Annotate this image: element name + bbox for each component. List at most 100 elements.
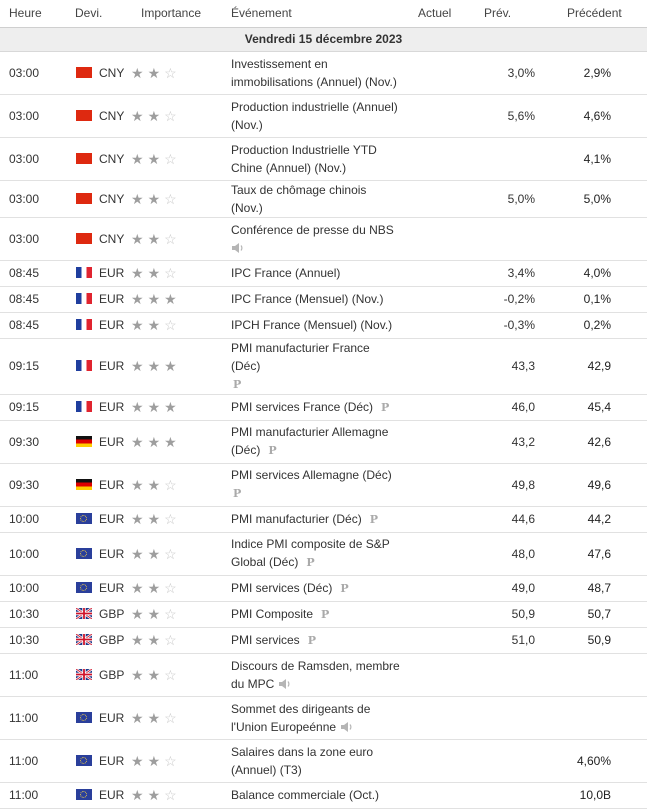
table-row[interactable]: 08:45 EUR ★ ★ ☆ IPC France (Annuel) 3,4% 4,0% <box>0 260 647 287</box>
star-filled-icon: ★ <box>147 709 161 726</box>
event-name[interactable]: IPCH France (Mensuel) (Nov.) <box>231 318 393 332</box>
column-header-actual[interactable]: Actuel <box>406 0 481 28</box>
event-cell[interactable]: Salaires dans la zone euro (Annuel) (T3) <box>221 739 406 783</box>
column-header-time[interactable]: Heure <box>0 0 65 28</box>
event-name[interactable]: Discours de Ramsden, membre du MPC <box>231 658 400 691</box>
table-row[interactable]: 11:00 EUR ★ ★ ☆ Balance commerciale (Oct.) 10,… <box>0 782 647 809</box>
event-name[interactable]: PMI manufacturier Allemagne (Déc) <box>231 425 389 457</box>
event-actual <box>406 696 481 740</box>
event-cell[interactable]: Discours de Ramsden, membre du MPC <box>221 653 406 697</box>
column-header-forecast[interactable]: Prév. <box>481 0 547 28</box>
event-cell[interactable]: Conférence de presse du NBS <box>221 217 406 261</box>
event-cell[interactable]: Production industrielle (Annuel) (Nov.) <box>221 94 406 138</box>
event-actual <box>406 420 481 464</box>
table-row[interactable]: 03:00 CNY ★ ★ ☆ Conférence de presse du NBS <box>0 217 647 261</box>
event-currency-cell: CNY <box>65 180 131 218</box>
event-cell[interactable]: Taux de chômage chinois (Nov.) <box>221 180 406 218</box>
event-name[interactable]: IPC France (Mensuel) (Nov.) <box>231 292 384 306</box>
event-cell[interactable]: PMI services France (Déc) P <box>221 394 406 421</box>
table-row[interactable]: 10:00 EUR ★ ★ ☆ PMI manufacturier (Déc) P 44,6 4… <box>0 506 647 533</box>
table-row[interactable]: 10:30 GBP ★ ★ ☆ PMI Composite P 50,9 50,7 <box>0 601 647 628</box>
event-actual <box>406 506 481 533</box>
table-row[interactable]: 09:30 EUR ★ ★ ★ PMI manufacturier Allemagne (… <box>0 420 647 464</box>
column-header-previous[interactable]: Précédent <box>547 0 647 28</box>
table-row[interactable]: 09:15 EUR ★ ★ ★ PMI manufacturier France (Déc… <box>0 338 647 395</box>
event-time: 11:00 <box>0 696 65 740</box>
event-name[interactable]: Taux de chômage chinois (Nov.) <box>231 182 367 215</box>
event-name[interactable]: PMI services France (Déc) <box>231 399 374 414</box>
event-cell[interactable]: IPC France (Annuel) <box>221 260 406 287</box>
column-header-row: Heure Devi. Importance Événement Actuel … <box>0 0 647 28</box>
currency-code: CNY <box>99 231 125 246</box>
preliminary-badge-icon: P <box>321 607 330 621</box>
table-row[interactable]: 11:00 GBP ★ ★ ☆ Discours de Ramsden, membre d… <box>0 653 647 697</box>
flag-eu-icon <box>76 547 92 559</box>
column-header-currency[interactable]: Devi. <box>65 0 131 28</box>
star-empty-icon: ☆ <box>164 230 177 247</box>
event-cell[interactable]: PMI Composite P <box>221 601 406 628</box>
event-cell[interactable]: PMI manufacturier Allemagne (Déc) P <box>221 420 406 464</box>
table-row[interactable]: 10:00 EUR ★ ★ ☆ PMI services (Déc) P 49,0 48,7 <box>0 575 647 602</box>
star-filled-icon: ★ <box>147 752 161 769</box>
event-name[interactable]: PMI manufacturier (Déc) <box>231 511 362 526</box>
event-currency-cell: EUR <box>65 286 131 313</box>
flag-eu-icon <box>76 513 92 524</box>
event-name[interactable]: Production Industrielle YTD Chine (Annue… <box>231 142 377 175</box>
event-cell[interactable]: Balance commerciale (Oct.) <box>221 782 406 809</box>
table-row[interactable]: 03:00 CNY ★ ★ ☆ Investissement en immobilisat… <box>0 51 647 95</box>
event-previous: 4,6% <box>547 94 647 138</box>
table-row[interactable]: 03:00 CNY ★ ★ ☆ Taux de chômage chinois (Nov.… <box>0 180 647 218</box>
event-name[interactable]: Sommet des dirigeants de l'Union Europeé… <box>231 701 371 734</box>
star-filled-icon: ★ <box>147 358 161 374</box>
event-currency-cell: CNY <box>65 51 131 95</box>
table-row[interactable]: 03:00 CNY ★ ★ ☆ Production industrielle (Annu… <box>0 94 647 138</box>
event-previous: 4,0% <box>547 260 647 287</box>
event-cell[interactable]: Sommet des dirigeants de l'Union Europeé… <box>221 696 406 740</box>
event-cell[interactable]: Production Industrielle YTD Chine (Annue… <box>221 137 406 181</box>
table-row[interactable]: 08:45 EUR ★ ★ ★ IPC France (Mensuel) (Nov.) -0… <box>0 286 647 313</box>
event-cell[interactable]: PMI services P <box>221 627 406 654</box>
star-filled-icon: ★ <box>131 230 144 247</box>
event-name[interactable]: IPC France (Annuel) <box>231 266 341 280</box>
event-cell[interactable]: Indice PMI composite de S&P Global (Déc)… <box>221 532 406 576</box>
table-row[interactable]: 10:00 EUR ★ ★ ☆ Indice PMI composite de S&P G… <box>0 532 647 576</box>
table-row[interactable]: 09:30 EUR ★ ★ ☆ PMI services Allemagne (Déc) P… <box>0 463 647 507</box>
flag-fr-icon <box>76 319 92 330</box>
event-name[interactable]: Salaires dans la zone euro (Annuel) (T3) <box>231 744 374 777</box>
table-row[interactable]: 03:00 CNY ★ ★ ☆ Production Industrielle YTD C… <box>0 137 647 181</box>
event-forecast <box>481 696 547 740</box>
event-name[interactable]: Conférence de presse du NBS <box>231 222 394 237</box>
event-currency-cell: EUR <box>65 260 131 287</box>
event-time: 11:00 <box>0 653 65 697</box>
event-cell[interactable]: PMI services (Déc) P <box>221 575 406 602</box>
table-row[interactable]: 10:30 GBP ★ ★ ☆ PMI services P 51,0 50,9 <box>0 627 647 654</box>
event-name[interactable]: Indice PMI composite de S&P Global (Déc) <box>231 537 390 569</box>
event-cell[interactable]: Investissement en immobilisations (Annue… <box>221 51 406 95</box>
event-previous: 44,2 <box>547 506 647 533</box>
event-cell[interactable]: PMI manufacturier (Déc) P <box>221 506 406 533</box>
event-name[interactable]: Production industrielle (Annuel) (Nov.) <box>231 99 398 132</box>
event-cell[interactable]: IPC France (Mensuel) (Nov.) <box>221 286 406 313</box>
event-name[interactable]: PMI manufacturier France (Déc) <box>231 340 370 373</box>
event-cell[interactable]: PMI services Allemagne (Déc) P <box>221 463 406 507</box>
table-row[interactable]: 09:15 EUR ★ ★ ★ PMI services France (Déc) P 46,… <box>0 394 647 421</box>
importance-rating: ★ ★ ☆ <box>131 94 221 138</box>
table-row[interactable]: 11:00 EUR ★ ★ ☆ Salaires dans la zone euro (A… <box>0 739 647 783</box>
event-cell[interactable]: PMI manufacturier France (Déc) P <box>221 338 406 395</box>
event-name[interactable]: Investissement en immobilisations (Annue… <box>231 56 397 89</box>
column-header-event[interactable]: Événement <box>221 0 406 28</box>
event-cell[interactable]: IPCH France (Mensuel) (Nov.) <box>221 312 406 339</box>
event-name[interactable]: Balance commerciale (Oct.) <box>231 788 380 802</box>
star-empty-icon: ☆ <box>164 107 177 124</box>
column-header-importance[interactable]: Importance <box>131 0 221 28</box>
date-header: Vendredi 15 décembre 2023 <box>0 27 647 52</box>
speaker-icon <box>231 241 245 253</box>
event-name[interactable]: PMI services Allemagne (Déc) <box>231 468 392 482</box>
event-name[interactable]: PMI services (Déc) <box>231 580 333 595</box>
date-header-row: Vendredi 15 décembre 2023 <box>0 27 647 52</box>
table-row[interactable]: 08:45 EUR ★ ★ ☆ IPCH France (Mensuel) (Nov.) -… <box>0 312 647 339</box>
importance-rating: ★ ★ ☆ <box>131 782 221 809</box>
event-name[interactable]: PMI services <box>231 632 300 647</box>
table-row[interactable]: 11:00 EUR ★ ★ ☆ Sommet des dirigeants de l'Un… <box>0 696 647 740</box>
event-name[interactable]: PMI Composite <box>231 606 314 621</box>
